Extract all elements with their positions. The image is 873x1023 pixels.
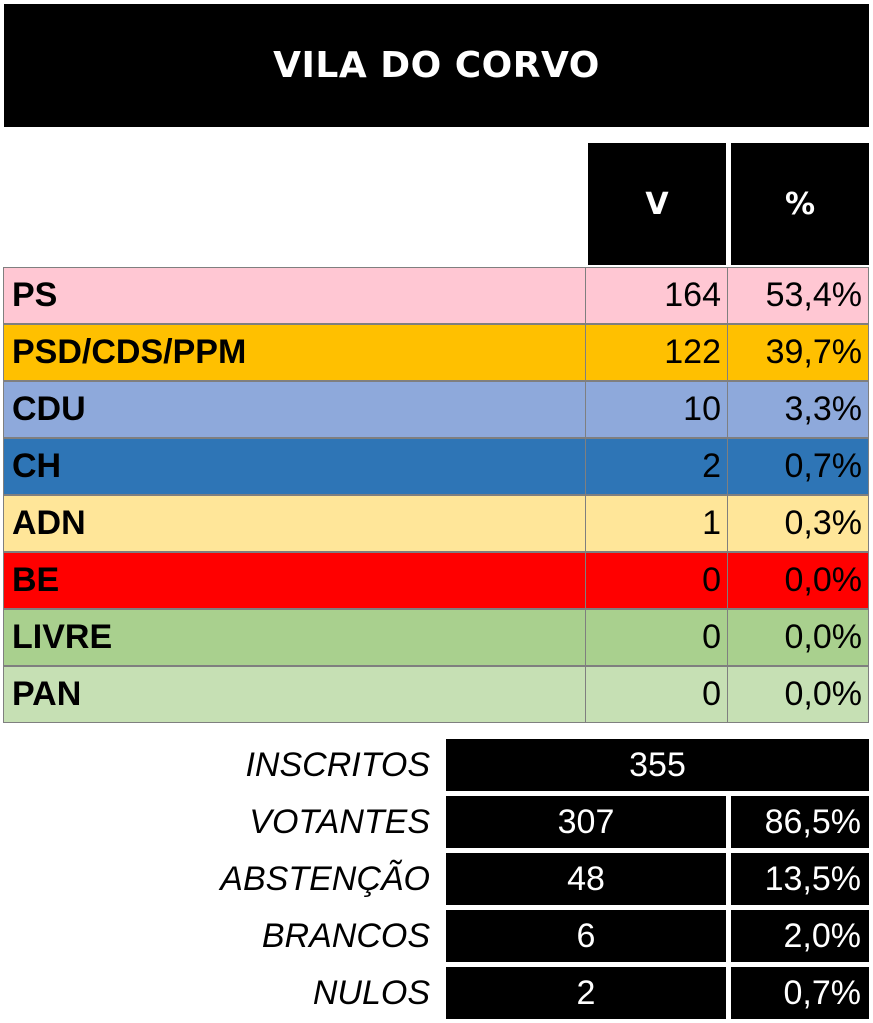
title-banner: VILA DO CORVO: [4, 4, 869, 127]
party-name: LIVRE: [3, 610, 586, 665]
percent-column-header: %: [731, 143, 869, 265]
summary-label: VOTANTES: [249, 802, 430, 841]
summary-label: ABSTENÇÃO: [220, 859, 430, 898]
party-row: ADN 1 0,3%: [3, 495, 869, 552]
summary-value: 6: [446, 910, 726, 962]
party-votes: 122: [586, 325, 728, 380]
party-percent: 3,3%: [728, 382, 869, 437]
party-percent: 39,7%: [728, 325, 869, 380]
party-row: PS 164 53,4%: [3, 267, 869, 324]
party-votes: 1: [586, 496, 728, 551]
summary-value: 2: [446, 967, 726, 1019]
party-row: PAN 0 0,0%: [3, 666, 869, 723]
party-row: LIVRE 0 0,0%: [3, 609, 869, 666]
party-name: PSD/CDS/PPM: [3, 325, 586, 380]
party-percent: 0,0%: [728, 553, 869, 608]
party-row: BE 0 0,0%: [3, 552, 869, 609]
party-row: PSD/CDS/PPM 122 39,7%: [3, 324, 869, 381]
party-votes: 2: [586, 439, 728, 494]
party-name: PS: [3, 268, 586, 323]
summary-percent: 0,7%: [731, 967, 869, 1019]
party-percent: 0,7%: [728, 439, 869, 494]
summary-label: BRANCOS: [261, 916, 430, 955]
summary-value: 307: [446, 796, 726, 848]
party-row: CH 2 0,7%: [3, 438, 869, 495]
summary-value: 48: [446, 853, 726, 905]
party-row: CDU 10 3,3%: [3, 381, 869, 438]
party-name: PAN: [3, 667, 586, 722]
party-votes: 0: [586, 610, 728, 665]
party-votes: 0: [586, 667, 728, 722]
party-percent: 53,4%: [728, 268, 869, 323]
party-name: BE: [3, 553, 586, 608]
party-votes: 0: [586, 553, 728, 608]
party-votes: 10: [586, 382, 728, 437]
summary-percent: 2,0%: [731, 910, 869, 962]
party-name: ADN: [3, 496, 586, 551]
party-percent: 0,0%: [728, 610, 869, 665]
summary-percent: 13,5%: [731, 853, 869, 905]
summary-label: INSCRITOS: [245, 745, 430, 784]
party-votes: 164: [586, 268, 728, 323]
summary-percent: 86,5%: [731, 796, 869, 848]
summary-label: NULOS: [312, 973, 430, 1012]
party-name: CDU: [3, 382, 586, 437]
votes-column-header: V: [588, 143, 726, 265]
summary-value: 355: [446, 739, 869, 791]
party-percent: 0,3%: [728, 496, 869, 551]
party-name: CH: [3, 439, 586, 494]
page-title: VILA DO CORVO: [273, 45, 600, 86]
party-percent: 0,0%: [728, 667, 869, 722]
